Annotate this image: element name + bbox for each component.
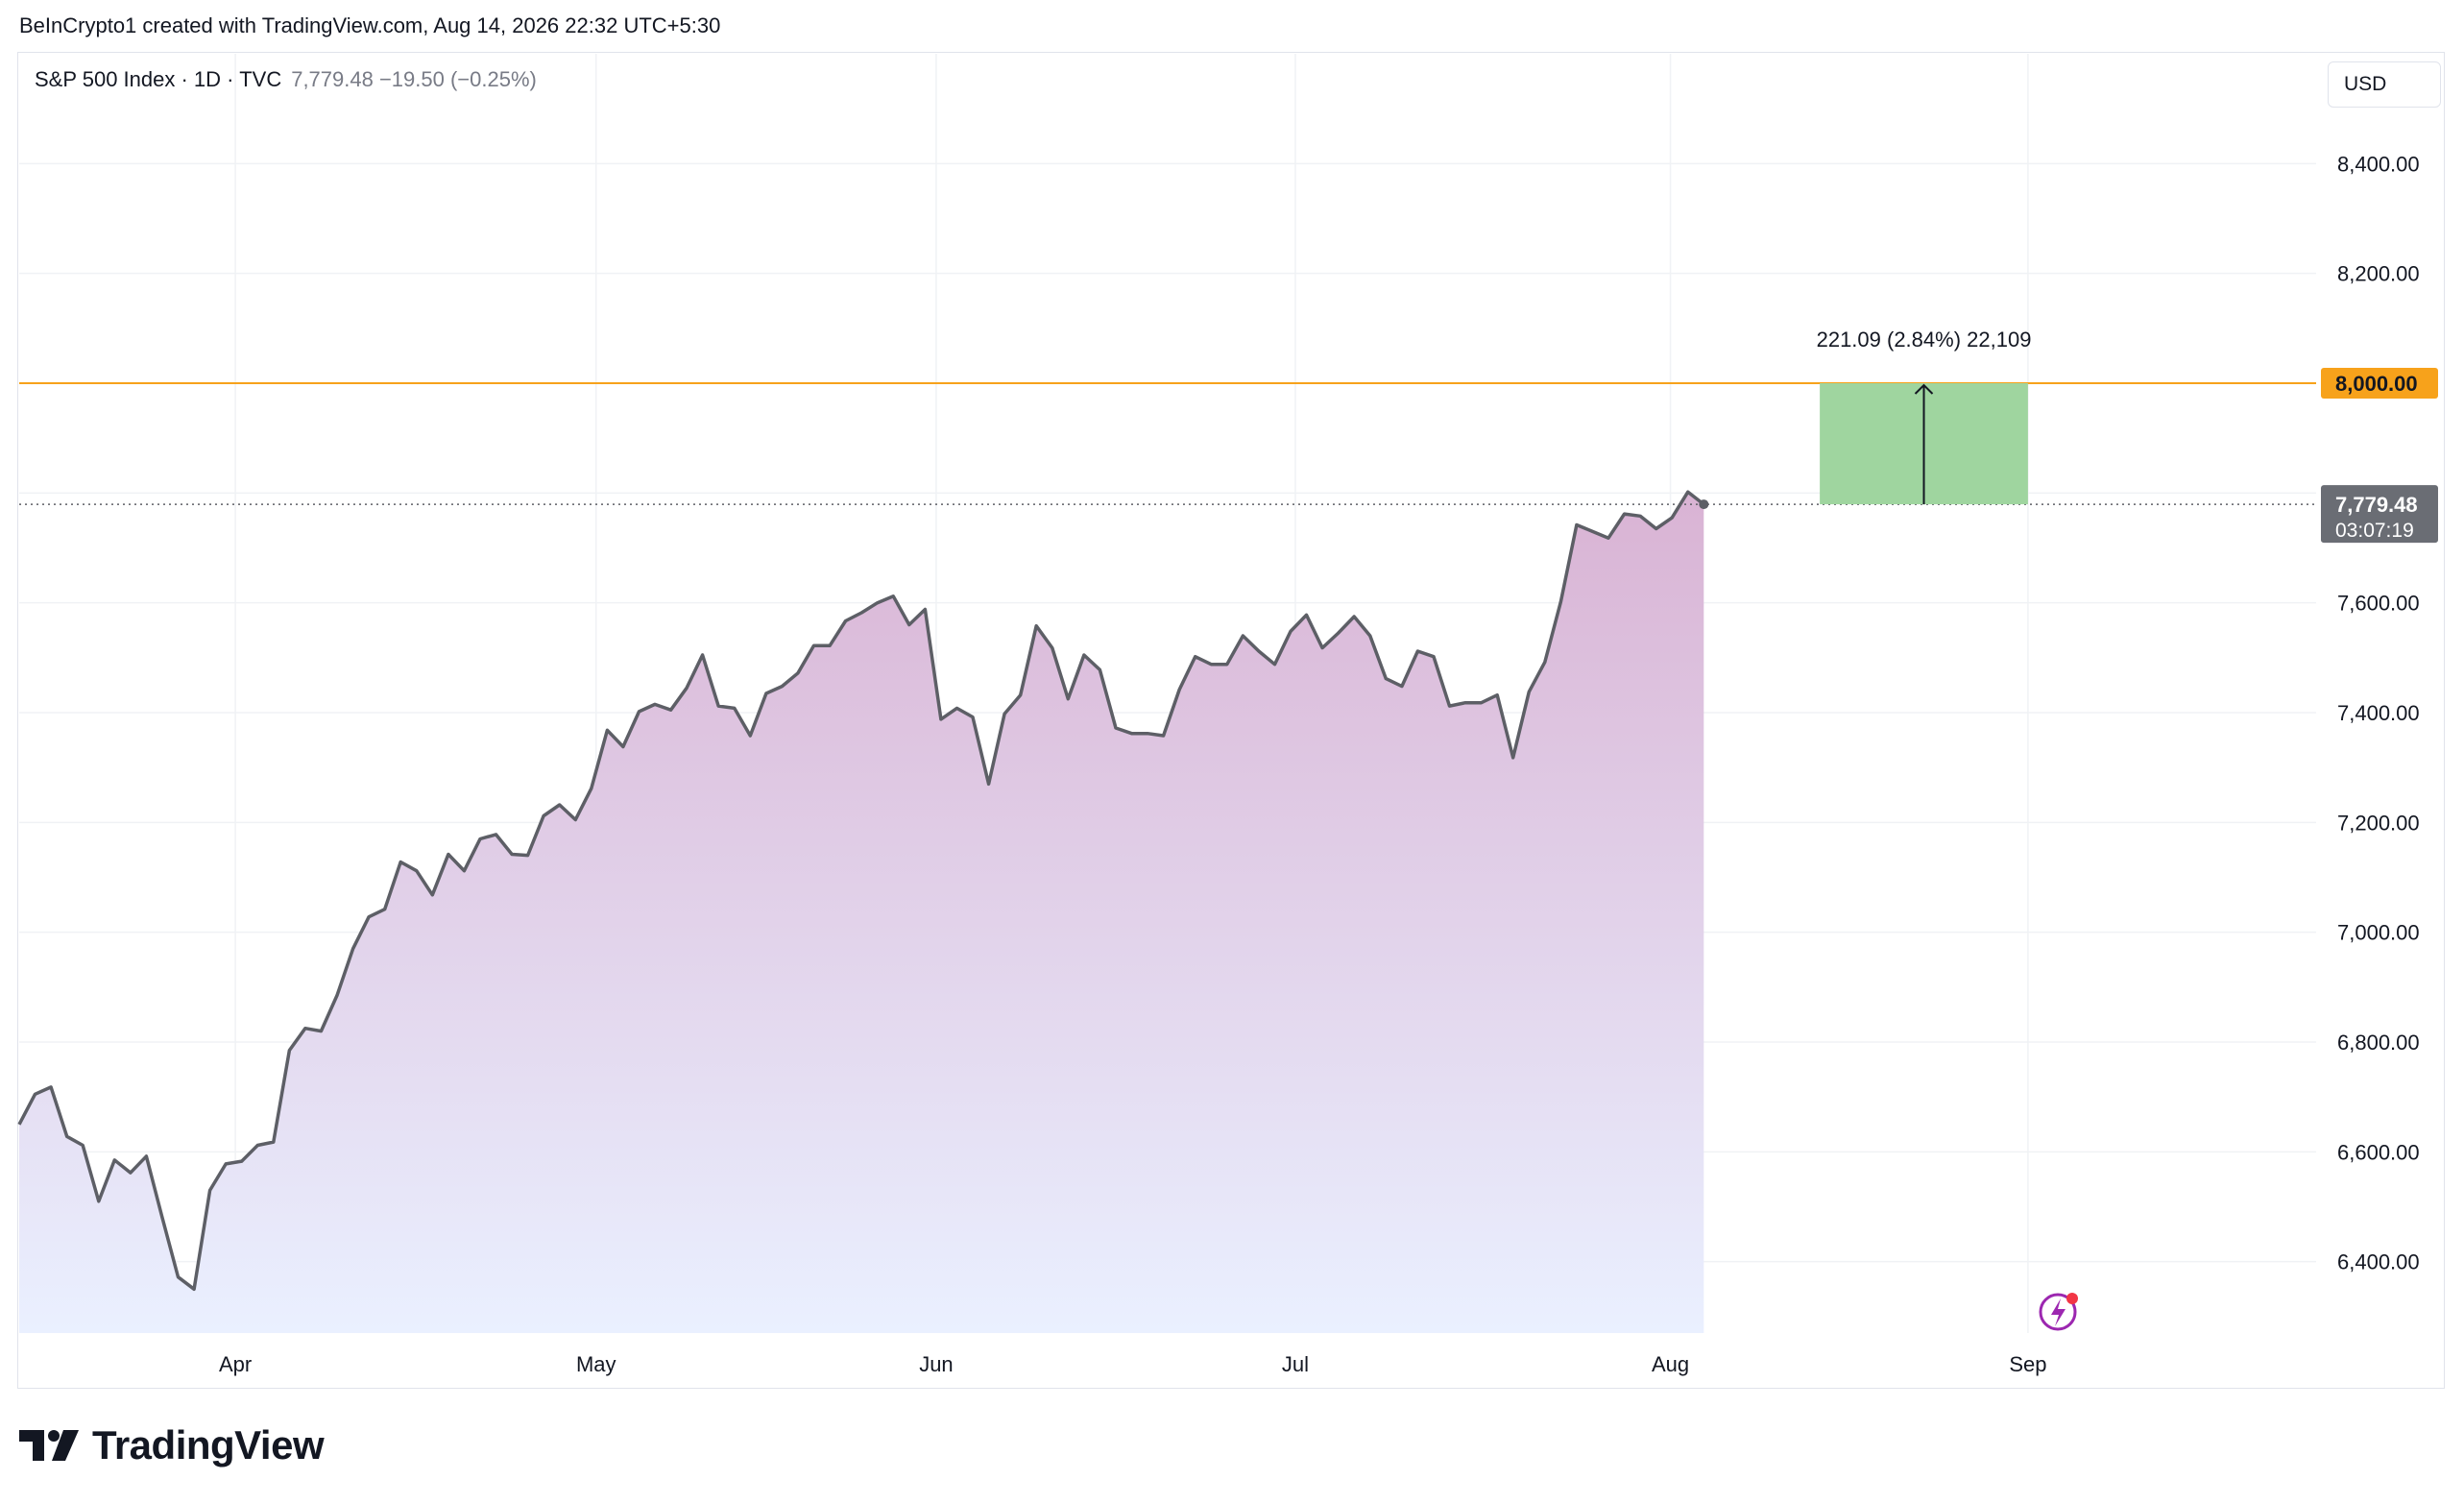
price-tick-label: 6,600.00 <box>2337 1140 2420 1164</box>
currency-button[interactable]: USD <box>2328 61 2441 108</box>
price-tick-label: 8,200.00 <box>2337 262 2420 286</box>
price-tick-label: 7,000.00 <box>2337 921 2420 945</box>
price-tick-label: 7,600.00 <box>2337 592 2420 616</box>
time-tick-label: Jul <box>1282 1352 1309 1376</box>
price-axis: 8,400.008,200.007,800.007,600.007,400.00… <box>2337 152 2420 1274</box>
last-price-marker <box>1699 499 1709 510</box>
measure-arrow-head <box>1914 383 1934 395</box>
flash-alert-icon[interactable] <box>2039 1293 2078 1331</box>
last-price-tag <box>2321 485 2438 544</box>
symbol-title[interactable]: S&P 500 Index · 1D · TVC <box>35 67 282 91</box>
target-price-tag <box>2321 368 2438 400</box>
tradingview-logo[interactable]: TradingView <box>19 1421 325 1469</box>
price-tick-label: 7,200.00 <box>2337 811 2420 835</box>
time-tick-label: Jun <box>919 1352 953 1376</box>
price-tick-label: 6,800.00 <box>2337 1031 2420 1055</box>
last-price-tag-label: 7,779.48 <box>2335 493 2418 517</box>
time-tick-label: May <box>576 1352 616 1376</box>
chart-frame <box>17 52 2445 1389</box>
chart-legend: S&P 500 Index · 1D · TVC 7,779.48 −19.50 … <box>35 67 537 92</box>
price-tick-label: 6,400.00 <box>2337 1250 2420 1274</box>
tradingview-logo-icon <box>19 1426 83 1465</box>
chart-credit: BeInCrypto1 created with TradingView.com… <box>19 13 721 37</box>
time-tick-label: Sep <box>2009 1352 2046 1376</box>
price-series-line <box>17 490 1705 1292</box>
countdown-label: 03:07:19 <box>2335 520 2414 542</box>
price-tick-label: 8,400.00 <box>2337 152 2420 176</box>
time-tick-label: Apr <box>219 1352 252 1376</box>
ohlc-values: 7,779.48 −19.50 (−0.25%) <box>291 67 537 91</box>
price-tick-label: 7,400.00 <box>2337 701 2420 725</box>
time-axis: Apr May Jun Jul Aug Sep <box>219 1352 2047 1376</box>
price-area-fill <box>19 492 1704 1333</box>
measure-label: 221.09 (2.84%) 22,109 <box>1817 327 2032 352</box>
target-price-tag-label: 8,000.00 <box>2335 372 2418 396</box>
time-tick-label: Aug <box>1652 1352 1689 1376</box>
logo-text: TradingView <box>92 1422 325 1468</box>
